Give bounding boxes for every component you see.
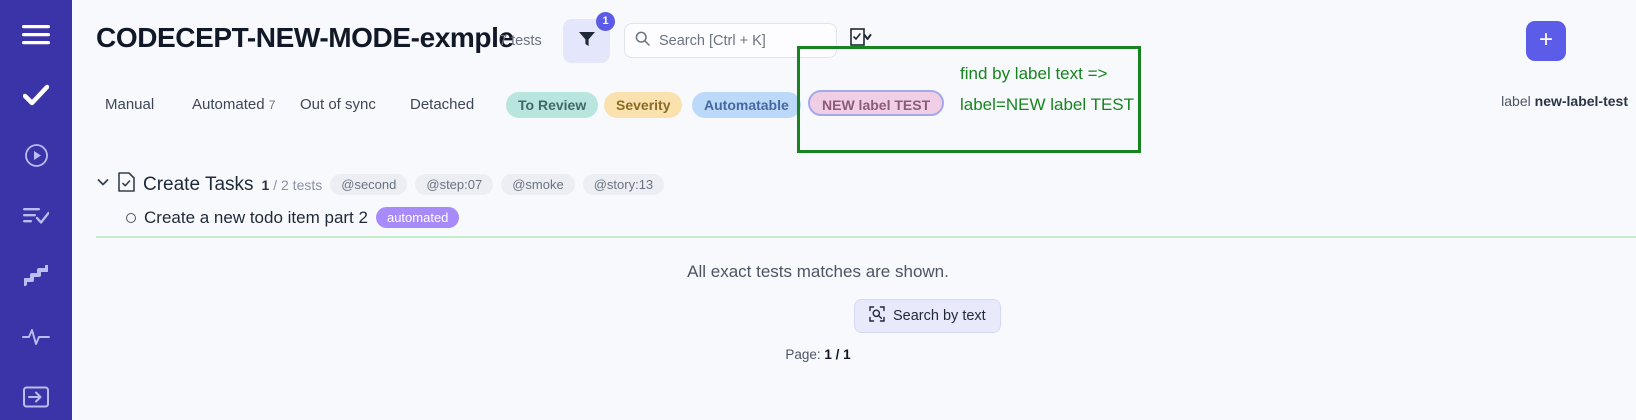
tab-label: To Review bbox=[518, 97, 587, 113]
tab-manual[interactable]: Manual bbox=[105, 92, 154, 118]
suite-tag[interactable]: @second bbox=[330, 174, 408, 195]
header-bar: CODECEPT-NEW-MODE-exmple 7 tests 1 bbox=[72, 0, 1636, 82]
tab-to-review[interactable]: To Review bbox=[506, 92, 599, 118]
list-check-icon[interactable] bbox=[0, 193, 72, 239]
search-by-text-label: Search by text bbox=[893, 308, 986, 324]
pagination-value: 1 / 1 bbox=[824, 347, 851, 362]
tab-label: Automatable bbox=[704, 97, 789, 113]
add-button[interactable]: + bbox=[1526, 21, 1566, 61]
suite-row[interactable]: Create Tasks 1 / 2 tests @second @step:0… bbox=[96, 172, 665, 197]
status-circle-icon bbox=[126, 212, 136, 223]
tab-label: Out of sync bbox=[300, 96, 376, 113]
pagination: Page: 1 / 1 bbox=[0, 347, 1636, 362]
tab-label: NEW label TEST bbox=[822, 97, 931, 113]
search-icon bbox=[635, 31, 650, 51]
login-icon[interactable] bbox=[0, 374, 72, 420]
tab-detached[interactable]: Detached bbox=[410, 92, 474, 118]
tab-severity[interactable]: Severity bbox=[604, 92, 683, 118]
tab-count: 7 bbox=[268, 98, 276, 112]
chevron-down-icon[interactable] bbox=[96, 175, 110, 194]
check-icon[interactable] bbox=[0, 72, 72, 118]
annotation-line-1: find by label text => bbox=[960, 64, 1108, 83]
tab-automated[interactable]: Automated 7 bbox=[192, 92, 275, 118]
annotation-line-2: label=NEW label TEST bbox=[960, 95, 1135, 114]
menu-icon[interactable] bbox=[0, 12, 72, 58]
suite-passed-count: 1 bbox=[261, 176, 270, 193]
page-title: CODECEPT-NEW-MODE-exmple bbox=[96, 22, 514, 53]
checklist-dropdown-icon[interactable] bbox=[850, 28, 872, 50]
suite-name: Create Tasks bbox=[143, 173, 254, 195]
tab-label: Severity bbox=[616, 97, 671, 113]
tab-label: Detached bbox=[410, 96, 475, 113]
pagination-prefix: Page: bbox=[785, 347, 821, 362]
suite-total-count: / 2 tests bbox=[273, 176, 323, 193]
active-label-filter: label new-label-test bbox=[1501, 93, 1628, 109]
tab-out-of-sync[interactable]: Out of sync bbox=[300, 92, 376, 118]
status-badge: automated bbox=[375, 207, 460, 228]
suite-tag[interactable]: @story:13 bbox=[582, 174, 665, 195]
tab-label: Manual bbox=[105, 96, 155, 113]
tab-automatable[interactable]: Automatable bbox=[692, 92, 801, 118]
tabs-bar: Manual Automated 7 Out of sync Detached … bbox=[72, 90, 1636, 136]
test-list-item[interactable]: Create a new todo item part 2 automated bbox=[126, 207, 460, 228]
filter-icon bbox=[578, 30, 596, 53]
stairs-icon[interactable] bbox=[0, 253, 72, 299]
search-scan-icon bbox=[869, 306, 885, 326]
filter-badge: 1 bbox=[596, 12, 615, 31]
empty-state-message: All exact tests matches are shown. bbox=[687, 262, 949, 281]
search-by-text-button[interactable]: Search by text bbox=[854, 299, 1001, 333]
label-filter-prefix: label bbox=[1501, 93, 1531, 109]
suite-tag[interactable]: @smoke bbox=[501, 174, 575, 195]
activity-icon[interactable] bbox=[0, 313, 72, 359]
suite-test-count: 1 / 2 tests bbox=[262, 177, 323, 193]
tab-label: Automated bbox=[192, 96, 265, 113]
tests-count-label: 7 tests bbox=[499, 33, 542, 49]
tab-new-label-test[interactable]: NEW label TEST bbox=[808, 90, 945, 116]
row-divider bbox=[96, 236, 1636, 238]
search-box[interactable] bbox=[624, 23, 837, 58]
play-circle-icon[interactable] bbox=[0, 133, 72, 179]
search-input[interactable] bbox=[659, 32, 826, 49]
label-filter-value: new-label-test bbox=[1534, 93, 1628, 109]
sidebar bbox=[0, 0, 72, 420]
test-name: Create a new todo item part 2 bbox=[144, 207, 368, 227]
suite-tag[interactable]: @step:07 bbox=[415, 174, 494, 195]
document-check-icon bbox=[118, 172, 135, 197]
